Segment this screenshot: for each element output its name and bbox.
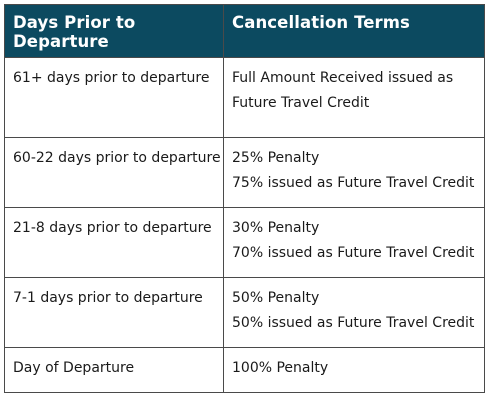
header-days-prior: Days Prior to Departure bbox=[4, 4, 224, 58]
terms-line: 100% Penalty bbox=[232, 360, 329, 376]
days-cell: 61+ days prior to departure bbox=[4, 57, 224, 138]
days-label: 7-1 days prior to departure bbox=[13, 290, 203, 306]
days-cell: 60-22 days prior to departure bbox=[4, 137, 224, 208]
table-row: 21-8 days prior to departure 30% Penalty… bbox=[4, 207, 485, 278]
days-label: 21-8 days prior to departure bbox=[13, 220, 212, 236]
terms-cell: Full Amount Received issued as Future Tr… bbox=[223, 57, 485, 138]
terms-cell: 25% Penalty 75% issued as Future Travel … bbox=[223, 137, 485, 208]
header-row: Days Prior to Departure Cancellation Ter… bbox=[4, 4, 485, 58]
table-row: Day of Departure 100% Penalty bbox=[4, 347, 485, 393]
table-row: 61+ days prior to departure Full Amount … bbox=[4, 57, 485, 138]
terms-line: 75% issued as Future Travel Credit bbox=[232, 175, 475, 191]
days-label: 61+ days prior to departure bbox=[13, 70, 210, 86]
days-cell: 21-8 days prior to departure bbox=[4, 207, 224, 278]
terms-line: Full Amount Received issued as bbox=[232, 70, 454, 86]
table-row: 7-1 days prior to departure 50% Penalty … bbox=[4, 277, 485, 348]
terms-line: 70% issued as Future Travel Credit bbox=[232, 245, 475, 261]
terms-cell: 30% Penalty 70% issued as Future Travel … bbox=[223, 207, 485, 278]
days-label: Day of Departure bbox=[13, 360, 135, 376]
days-label: 60-22 days prior to departure bbox=[13, 150, 221, 166]
terms-cell: 100% Penalty bbox=[223, 347, 485, 393]
days-cell: Day of Departure bbox=[4, 347, 224, 393]
terms-cell: 50% Penalty 50% issued as Future Travel … bbox=[223, 277, 485, 348]
cancellation-policy-table: Days Prior to Departure Cancellation Ter… bbox=[4, 4, 485, 393]
terms-line: 30% Penalty bbox=[232, 220, 320, 236]
terms-line: 50% issued as Future Travel Credit bbox=[232, 315, 475, 331]
header-cancellation-terms: Cancellation Terms bbox=[223, 4, 485, 58]
table-row: 60-22 days prior to departure 25% Penalt… bbox=[4, 137, 485, 208]
terms-line: Future Travel Credit bbox=[232, 95, 370, 111]
terms-line: 50% Penalty bbox=[232, 290, 320, 306]
terms-line: 25% Penalty bbox=[232, 150, 320, 166]
days-cell: 7-1 days prior to departure bbox=[4, 277, 224, 348]
